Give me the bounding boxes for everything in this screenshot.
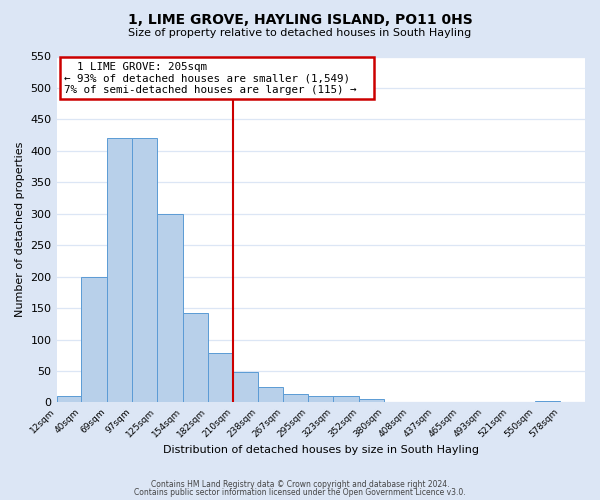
Bar (257, 387, 283, 402)
Bar (333, 396, 359, 402)
Text: 1 LIME GROVE: 205sqm
← 93% of detached houses are smaller (1,549)
7% of semi-det: 1 LIME GROVE: 205sqm ← 93% of detached h… (64, 62, 370, 95)
Bar (535, 400, 560, 402)
Bar (208, 354, 233, 403)
X-axis label: Distribution of detached houses by size in South Hayling: Distribution of detached houses by size … (163, 445, 479, 455)
Text: Size of property relative to detached houses in South Hayling: Size of property relative to detached ho… (128, 28, 472, 38)
Bar (233, 372, 257, 402)
Bar (132, 138, 157, 402)
Y-axis label: Number of detached properties: Number of detached properties (15, 142, 25, 317)
Text: Contains public sector information licensed under the Open Government Licence v3: Contains public sector information licen… (134, 488, 466, 497)
Bar (82, 276, 107, 402)
Bar (157, 214, 183, 402)
Text: 1, LIME GROVE, HAYLING ISLAND, PO11 0HS: 1, LIME GROVE, HAYLING ISLAND, PO11 0HS (128, 12, 472, 26)
Bar (283, 394, 308, 402)
Text: Contains HM Land Registry data © Crown copyright and database right 2024.: Contains HM Land Registry data © Crown c… (151, 480, 449, 489)
Bar (359, 400, 384, 402)
Bar (183, 312, 208, 402)
Bar (56, 396, 82, 402)
Bar (308, 396, 333, 402)
Bar (107, 138, 132, 402)
